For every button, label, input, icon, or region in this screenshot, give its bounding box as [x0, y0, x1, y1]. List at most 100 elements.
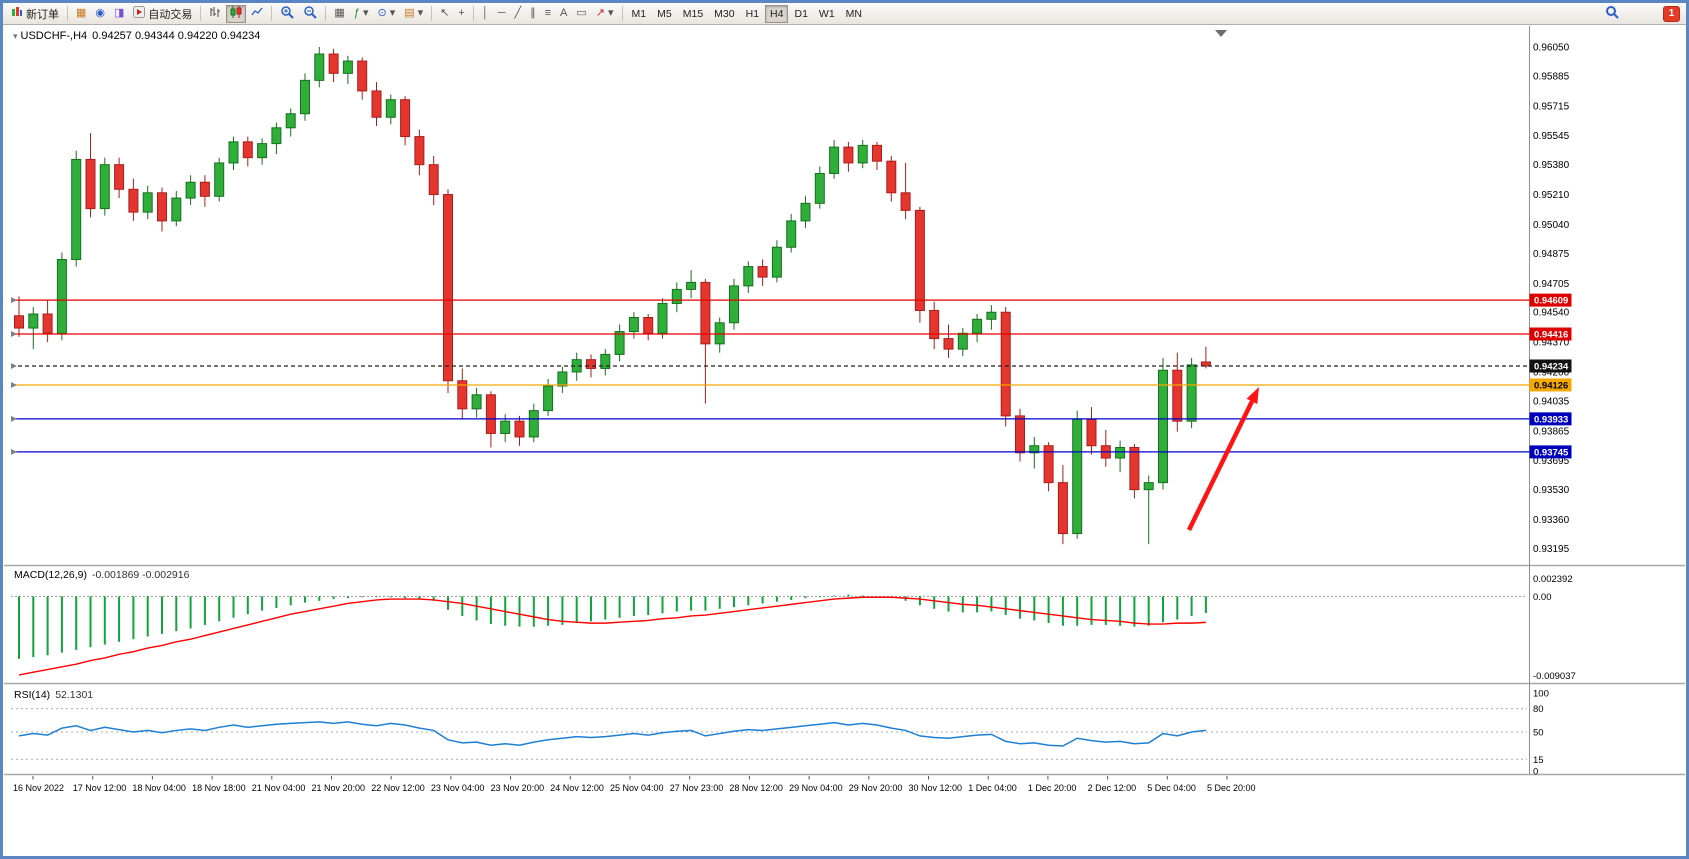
- vertical-line-button[interactable]: │: [478, 5, 493, 23]
- svg-text:2 Dec 12:00: 2 Dec 12:00: [1088, 783, 1137, 793]
- time-axis[interactable]: 16 Nov 2022 17 Nov 12:00 18 Nov 04:00 18 No…: [13, 776, 1256, 793]
- indicators-button[interactable]: ƒ ▾: [350, 5, 373, 23]
- svg-text:0.93695: 0.93695: [1533, 456, 1570, 467]
- line-chart-icon: [251, 6, 263, 21]
- svg-text:0.93745: 0.93745: [1534, 447, 1569, 458]
- ohlc-panel-toggle-icon[interactable]: ▾: [13, 31, 18, 41]
- fibonacci-icon: ≡: [544, 7, 552, 19]
- label-tool-icon: ▭: [576, 7, 587, 19]
- svg-text:0.95040: 0.95040: [1533, 220, 1570, 231]
- chart-canvas[interactable]: 0.96050 0.95885 0.95715 0.95545 0.95380 0.952…: [3, 3, 1686, 856]
- svg-text:0.93195: 0.93195: [1533, 544, 1570, 555]
- cursor-button[interactable]: ↖: [436, 5, 453, 23]
- svg-text:80: 80: [1533, 704, 1544, 715]
- indicators-icon: ƒ: [353, 7, 360, 19]
- new-order-label: 新订单: [26, 8, 59, 21]
- trendline-button[interactable]: ╱: [511, 5, 526, 23]
- svg-text:0.94234: 0.94234: [1534, 361, 1569, 372]
- market-watch-button[interactable]: ▦: [72, 5, 90, 23]
- autotrading-icon: [133, 6, 146, 21]
- timeframe-h1-button[interactable]: H1: [741, 5, 764, 23]
- label-tool-button[interactable]: ▭: [572, 5, 590, 23]
- text-tool-icon: A: [560, 7, 568, 19]
- svg-text:50: 50: [1533, 728, 1544, 739]
- timeframe-m5-button[interactable]: M5: [652, 5, 677, 23]
- templates-icon: ▤: [404, 7, 415, 19]
- cursor-icon: ↖: [440, 7, 450, 19]
- macd-panel: 0.002392 0.00 -0.009037: [11, 574, 1576, 682]
- terminal-button[interactable]: ◨: [110, 5, 128, 23]
- crosshair-button[interactable]: +: [454, 5, 468, 23]
- market-watch-icon: ▦: [76, 7, 87, 19]
- svg-text:0.00: 0.00: [1533, 592, 1552, 603]
- svg-text:24 Nov 12:00: 24 Nov 12:00: [550, 783, 604, 793]
- toolbar: 新订单 ▦ ◉ ◨ 自动交易 ▦ ƒ ▾ ⊙ ▾ ▤ ▾ ↖ + │ ─ ╱ ∥ ≡ …: [3, 3, 1686, 25]
- zoom-out-icon: [303, 5, 318, 22]
- rsi-value: 52.1301: [55, 689, 94, 701]
- timeframe-w1-button[interactable]: W1: [814, 5, 840, 23]
- new-order-button[interactable]: 新订单: [7, 5, 63, 23]
- zoom-out-button[interactable]: [299, 5, 321, 23]
- svg-text:0.94540: 0.94540: [1533, 308, 1570, 319]
- svg-text:5 Dec 04:00: 5 Dec 04:00: [1147, 783, 1196, 793]
- svg-text:0.95545: 0.95545: [1533, 131, 1570, 142]
- svg-text:-0.009037: -0.009037: [1533, 671, 1576, 682]
- svg-text:5 Dec 20:00: 5 Dec 20:00: [1207, 783, 1256, 793]
- channel-button[interactable]: ∥: [526, 5, 540, 23]
- line-chart-button[interactable]: [247, 5, 267, 23]
- arrows-tool-button[interactable]: ↗ ▾: [592, 5, 618, 23]
- timeframe-m1-button[interactable]: M1: [627, 5, 652, 23]
- periods-button[interactable]: ⊙ ▾: [373, 5, 399, 23]
- text-tool-button[interactable]: A: [556, 5, 571, 23]
- toolbar-separator: [200, 6, 202, 21]
- periods-icon: ⊙: [377, 7, 387, 19]
- notifications-badge[interactable]: 1: [1663, 5, 1680, 22]
- toolbar-separator: [271, 6, 273, 21]
- rsi-panel: 100 80 50 150: [11, 689, 1549, 778]
- svg-text:0.93865: 0.93865: [1533, 426, 1570, 437]
- svg-text:0.96050: 0.96050: [1533, 43, 1570, 54]
- arrows-tool-icon: ↗: [595, 7, 606, 19]
- templates-button[interactable]: ▤ ▾: [400, 5, 427, 23]
- timeframe-d1-button[interactable]: D1: [789, 5, 812, 23]
- dropdown-icon: ▾: [608, 7, 614, 19]
- timeframe-m15-button[interactable]: M15: [678, 5, 708, 23]
- zoom-in-button[interactable]: [276, 5, 298, 23]
- candlestick-series: [14, 47, 1211, 545]
- svg-text:1 Dec 04:00: 1 Dec 04:00: [968, 783, 1017, 793]
- macd-indicator-label: MACD(12,26,9) -0.001869 -0.002916: [14, 569, 189, 581]
- navigator-button[interactable]: ◉: [91, 5, 109, 23]
- search-icon: [1605, 5, 1619, 22]
- svg-text:0.93933: 0.93933: [1534, 414, 1568, 425]
- chart-symbol-period: USDCHF-,H4: [20, 30, 88, 42]
- timeframe-mn-button[interactable]: MN: [841, 5, 867, 23]
- fibonacci-button[interactable]: ≡: [541, 5, 555, 23]
- horizontal-lines[interactable]: 0.94609 0.94416 0.94234 0.94126 0.93933 0.937…: [11, 293, 1572, 459]
- dropdown-icon: ▾: [362, 7, 369, 19]
- navigator-icon: ◉: [95, 7, 106, 19]
- autotrading-button[interactable]: 自动交易: [129, 5, 196, 23]
- toolbar-separator: [67, 6, 68, 21]
- svg-text:30 Nov 12:00: 30 Nov 12:00: [909, 783, 963, 793]
- svg-text:29 Nov 20:00: 29 Nov 20:00: [849, 783, 903, 793]
- candlestick-icon: [230, 6, 242, 21]
- horizontal-line-button[interactable]: ─: [494, 5, 510, 23]
- bar-chart-button[interactable]: [205, 5, 225, 23]
- svg-text:100: 100: [1533, 689, 1549, 700]
- timeframe-h4-button[interactable]: H4: [765, 4, 789, 23]
- svg-text:23 Nov 04:00: 23 Nov 04:00: [431, 783, 485, 793]
- svg-text:0.93360: 0.93360: [1533, 515, 1570, 526]
- search-button[interactable]: [1602, 5, 1622, 23]
- svg-text:17 Nov 12:00: 17 Nov 12:00: [73, 783, 127, 793]
- candlestick-button[interactable]: [226, 4, 247, 23]
- toolbar-separator: [621, 6, 623, 21]
- timeframe-m30-button[interactable]: M30: [709, 5, 739, 23]
- tile-windows-button[interactable]: ▦: [330, 5, 348, 23]
- svg-text:0.002392: 0.002392: [1533, 574, 1573, 585]
- price-axis[interactable]: 0.96050 0.95885 0.95715 0.95545 0.95380 0.952…: [1533, 43, 1570, 556]
- trend-arrow-annotation[interactable]: [1186, 387, 1259, 531]
- svg-text:0.94609: 0.94609: [1534, 296, 1568, 307]
- svg-text:0.93530: 0.93530: [1533, 485, 1570, 496]
- chart-ohlc-values: 0.94257 0.94344 0.94220 0.94234: [92, 30, 261, 42]
- svg-text:0.95715: 0.95715: [1533, 101, 1570, 112]
